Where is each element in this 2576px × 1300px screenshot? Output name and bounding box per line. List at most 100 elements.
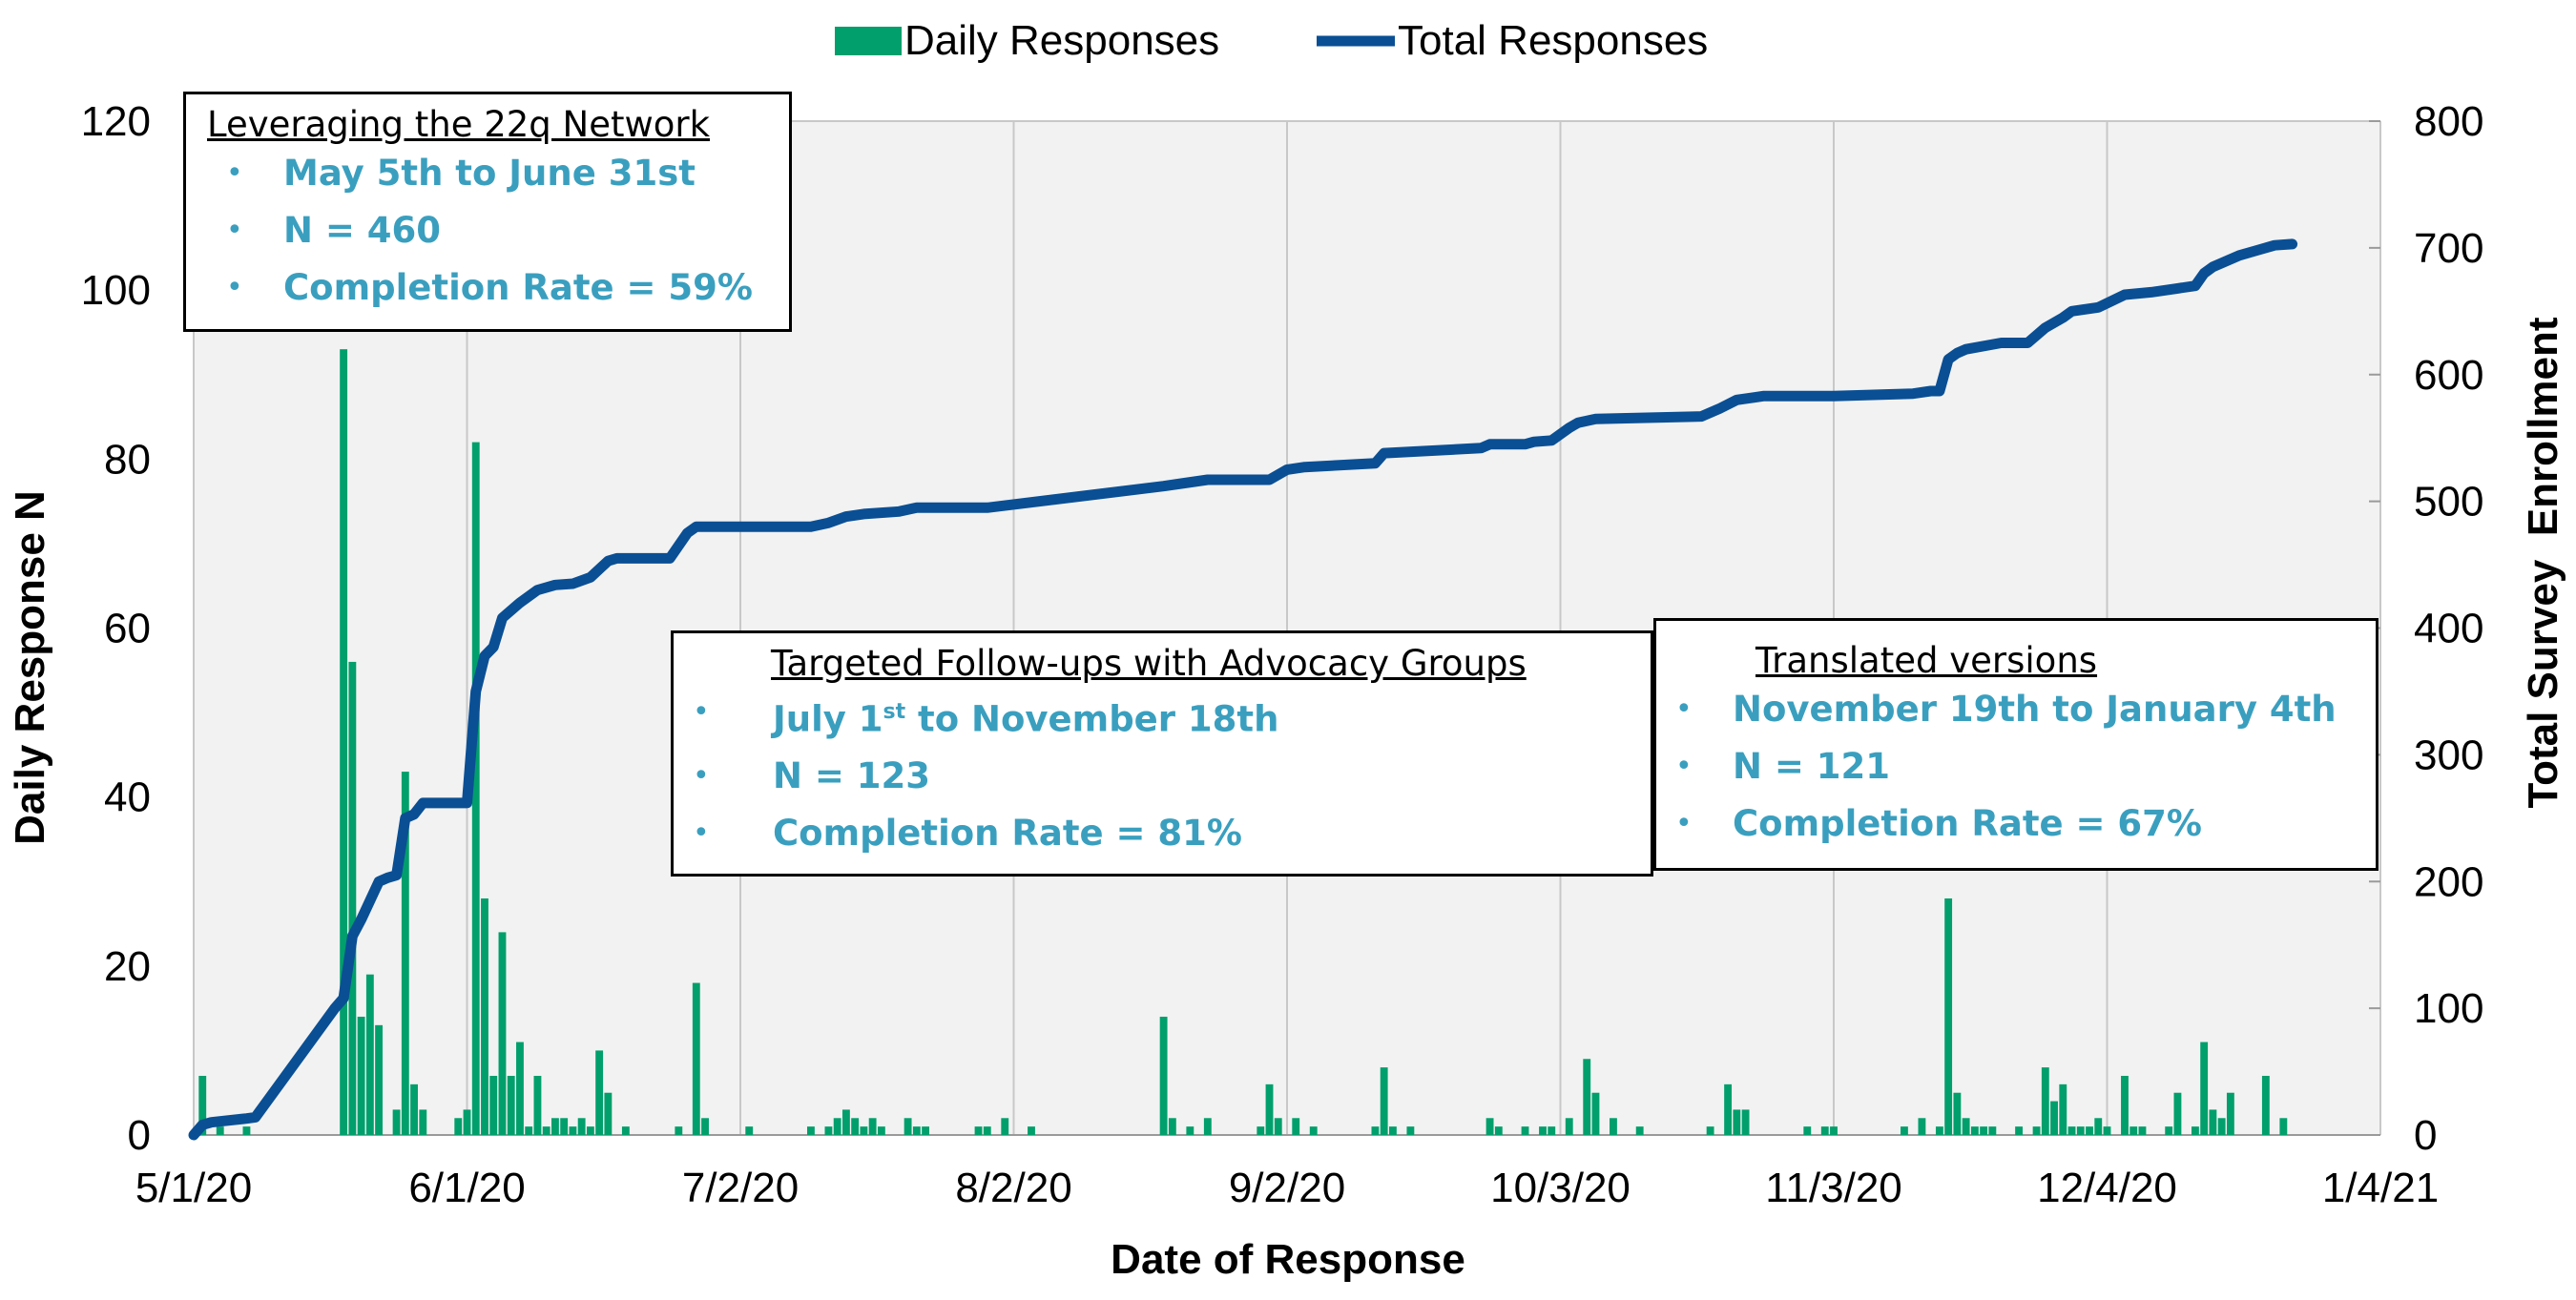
daily-bar <box>2279 1118 2288 1135</box>
daily-bar <box>401 772 409 1135</box>
daily-bar <box>2261 1075 2270 1135</box>
daily-bar <box>1962 1118 1970 1135</box>
daily-bar <box>2129 1126 2138 1135</box>
daily-bar <box>1741 1109 1750 1135</box>
left-axis-ticks: 0 20 40 60 80 100 120 <box>81 98 151 1159</box>
x-tick-label: 11/3/20 <box>1765 1165 1902 1211</box>
daily-bar <box>922 1126 930 1135</box>
daily-bar <box>1610 1118 1617 1135</box>
daily-bar <box>2050 1101 2058 1135</box>
right-tick-label: 700 <box>2414 225 2483 272</box>
daily-bar <box>560 1118 569 1135</box>
left-tick-label: 40 <box>104 774 151 821</box>
daily-bar <box>357 1016 365 1135</box>
right-tick-label: 400 <box>2414 606 2483 652</box>
daily-bar <box>2032 1126 2041 1135</box>
daily-bar <box>974 1126 983 1135</box>
daily-bar <box>2121 1075 2129 1135</box>
annotation-bullet: November 19th to January 4th <box>1656 681 2376 738</box>
daily-bar <box>2217 1118 2226 1135</box>
annotation-bullet: N = 123 <box>674 748 1651 805</box>
daily-bar <box>198 1075 207 1135</box>
daily-bar <box>851 1118 860 1135</box>
total-responses-line <box>188 238 2298 1141</box>
annotation-bullet: July 1st to November 18th <box>674 684 1651 748</box>
daily-bar <box>1953 1092 1962 1135</box>
daily-bar <box>2226 1092 2234 1135</box>
daily-bar <box>577 1118 586 1135</box>
daily-bar <box>1168 1118 1176 1135</box>
daily-bar <box>1186 1126 1195 1135</box>
legend: Daily Responses Total Responses <box>835 17 1708 64</box>
daily-bar <box>1203 1118 1212 1135</box>
annotation-bullet: N = 460 <box>207 202 789 259</box>
left-tick-label: 80 <box>104 436 151 483</box>
daily-bar <box>569 1126 577 1135</box>
daily-bar <box>1565 1118 1573 1135</box>
daily-bar <box>1274 1118 1282 1135</box>
daily-bar <box>525 1126 533 1135</box>
daily-bar <box>1292 1118 1300 1135</box>
annotation-bullet: May 5th to June 31st <box>207 145 789 202</box>
daily-bar <box>242 1126 251 1135</box>
daily-bar <box>1380 1067 1388 1135</box>
daily-bar <box>2165 1126 2173 1135</box>
daily-bar <box>542 1126 551 1135</box>
right-tick-label: 0 <box>2414 1112 2437 1159</box>
daily-bar <box>471 442 480 1135</box>
daily-bar <box>419 1109 427 1135</box>
daily-bar <box>410 1083 418 1135</box>
daily-bar <box>1830 1126 1838 1135</box>
left-tick-label: 100 <box>81 267 151 314</box>
daily-bar <box>516 1042 524 1135</box>
daily-bar <box>1918 1118 1926 1135</box>
daily-bar <box>551 1118 559 1135</box>
daily-bar <box>1548 1126 1556 1135</box>
daily-bar <box>2067 1126 2076 1135</box>
x-tick-label: 1/4/21 <box>2322 1165 2439 1211</box>
daily-bar <box>1803 1126 1812 1135</box>
daily-bar <box>2173 1092 2182 1135</box>
daily-bar <box>1388 1126 1397 1135</box>
x-tick-label: 6/1/20 <box>408 1165 525 1211</box>
x-axis-ticks: 5/1/20 6/1/20 7/2/20 8/2/20 9/2/20 10/3/20 11/… <box>135 1165 2439 1211</box>
daily-bar <box>348 661 357 1135</box>
right-tick-label: 200 <box>2414 858 2483 905</box>
daily-bar <box>392 1109 401 1135</box>
daily-bar <box>1371 1126 1380 1135</box>
daily-bar <box>1724 1083 1733 1135</box>
daily-bar <box>692 982 700 1135</box>
daily-bar <box>807 1126 815 1135</box>
daily-bar <box>533 1075 542 1135</box>
x-tick-label: 8/2/20 <box>955 1165 1071 1211</box>
daily-bar <box>1980 1126 1988 1135</box>
daily-bar <box>1539 1126 1547 1135</box>
daily-bar <box>1988 1126 1997 1135</box>
right-tick-label: 800 <box>2414 98 2483 145</box>
annotation-heading: Translated versions <box>1755 640 2098 681</box>
left-tick-label: 120 <box>81 98 151 145</box>
daily-bar <box>1494 1126 1503 1135</box>
daily-bar <box>2209 1109 2217 1135</box>
annotation-translated-versions: Translated versions November 19th to Jan… <box>1653 618 2379 871</box>
daily-bar <box>2059 1083 2067 1135</box>
daily-bar <box>507 1075 515 1135</box>
x-tick-label: 10/3/20 <box>1490 1165 1631 1211</box>
daily-bar <box>1001 1118 1009 1135</box>
annotation-heading: Leveraging the 22q Network <box>207 104 711 145</box>
daily-bar <box>1521 1126 1529 1135</box>
annotation-bullet: Completion Rate = 67% <box>1656 795 2376 853</box>
left-tick-label: 0 <box>128 1112 151 1159</box>
daily-bar <box>877 1126 885 1135</box>
daily-bar <box>1485 1118 1494 1135</box>
daily-bar <box>860 1126 868 1135</box>
annotation-bullet: Completion Rate = 81% <box>674 805 1651 862</box>
legend-label-total: Total Responses <box>1398 17 1708 64</box>
daily-bar <box>216 1126 224 1135</box>
x-tick-label: 12/4/20 <box>2037 1165 2177 1211</box>
daily-bar <box>1733 1109 1741 1135</box>
daily-bar <box>1591 1092 1600 1135</box>
left-axis-title: Daily Response N <box>7 490 53 845</box>
daily-bar <box>983 1126 991 1135</box>
daily-bar <box>463 1109 471 1135</box>
